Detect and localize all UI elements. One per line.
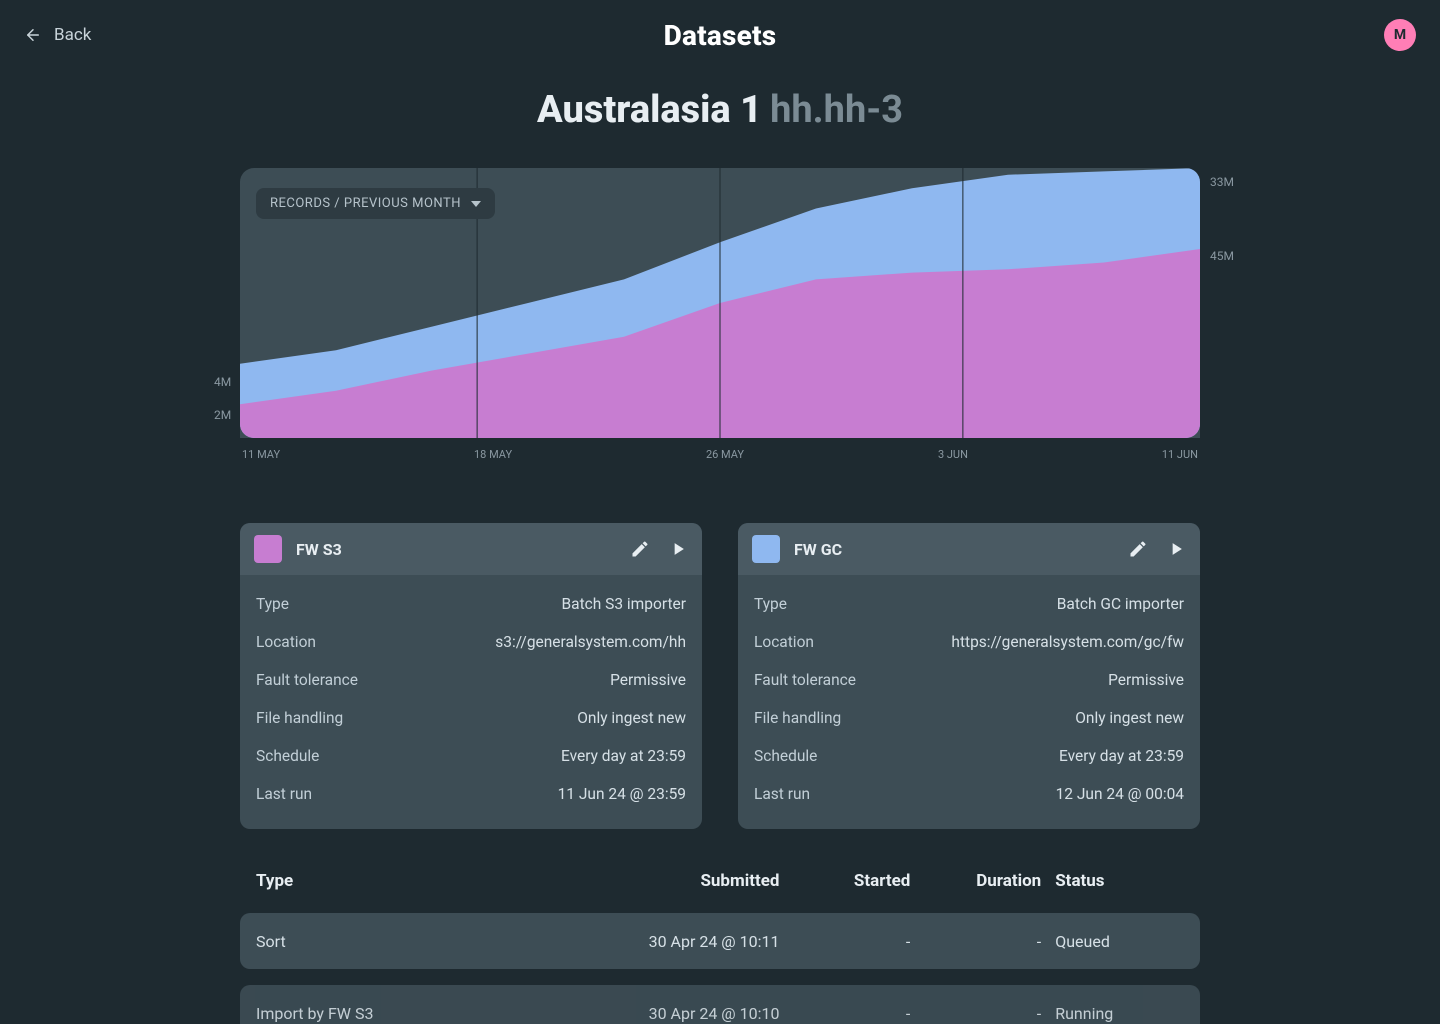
play-icon[interactable] (1166, 539, 1186, 559)
importer-prop-key: File handling (754, 709, 841, 727)
importer-prop-row: Schedule Every day at 23:59 (256, 737, 686, 775)
app-title: Datasets (0, 19, 1440, 52)
importer-prop-row: Last run 11 Jun 24 @ 23:59 (256, 775, 686, 813)
importer-actions (630, 539, 688, 559)
importer-card: FW GC Type Batch GC importer Location https… (738, 523, 1200, 829)
page-title-main: Australasia 1 (537, 88, 762, 132)
importer-prop-value: https://generalsystem.com/gc/fw (951, 633, 1184, 651)
chart-x-label: 26 MAY (706, 448, 744, 461)
col-status: Status (1041, 871, 1184, 891)
cell-type: Sort (256, 932, 542, 951)
cell-submitted: 30 Apr 24 @ 10:10 (542, 1004, 780, 1023)
chart-y-left-label: 2M (214, 408, 231, 422)
cell-status: Queued (1041, 932, 1184, 951)
chart-range-dropdown[interactable]: RECORDS / PREVIOUS MONTH (256, 188, 495, 219)
importer-card: FW S3 Type Batch S3 importer Location s3://… (240, 523, 702, 829)
importer-prop-key: Fault tolerance (256, 671, 358, 689)
chart-x-label: 11 MAY (242, 448, 280, 461)
chart-x-label: 18 MAY (474, 448, 512, 461)
importer-card-body: Type Batch GC importer Location https://gen… (738, 575, 1200, 829)
chart-y-right-label: 45M (1210, 249, 1234, 263)
importer-prop-key: Last run (754, 785, 810, 803)
importer-prop-key: Location (754, 633, 814, 651)
importer-prop-key: Schedule (256, 747, 319, 765)
cell-duration: - (910, 1004, 1041, 1023)
cell-type: Import by FW S3 (256, 1004, 542, 1023)
back-label: Back (54, 25, 91, 45)
importer-prop-key: Location (256, 633, 316, 651)
chart-y-right-label: 33M (1210, 175, 1234, 189)
importer-prop-key: File handling (256, 709, 343, 727)
importer-prop-row: Location https://generalsystem.com/gc/fw (754, 623, 1184, 661)
table-row[interactable]: Sort 30 Apr 24 @ 10:11 - - Queued (240, 913, 1200, 969)
importer-prop-value: 11 Jun 24 @ 23:59 (558, 785, 686, 803)
cell-submitted: 30 Apr 24 @ 10:11 (542, 932, 780, 951)
page-title-sub: hh.hh-3 (770, 88, 903, 132)
chart-x-label: 11 JUN (1162, 448, 1198, 461)
importer-prop-key: Last run (256, 785, 312, 803)
chart-x-label: 3 JUN (938, 448, 968, 461)
col-duration: Duration (910, 871, 1041, 891)
importer-prop-value: Every day at 23:59 (1059, 747, 1184, 765)
cell-started: - (779, 1004, 910, 1023)
table-row[interactable]: Import by FW S3 30 Apr 24 @ 10:10 - - Ru… (240, 985, 1200, 1024)
importer-prop-row: Schedule Every day at 23:59 (754, 737, 1184, 775)
chart-x-axis: 11 MAY 18 MAY 26 MAY 3 JUN 11 JUN (240, 448, 1200, 461)
arrow-left-icon (24, 26, 42, 44)
importer-prop-row: File handling Only ingest new (256, 699, 686, 737)
importer-prop-row: Last run 12 Jun 24 @ 00:04 (754, 775, 1184, 813)
importer-prop-value: Permissive (1108, 671, 1184, 689)
play-icon[interactable] (668, 539, 688, 559)
importer-actions (1128, 539, 1186, 559)
importer-prop-value: 12 Jun 24 @ 00:04 (1056, 785, 1184, 803)
importer-prop-row: Location s3://generalsystem.com/hh (256, 623, 686, 661)
importer-card-header: FW S3 (240, 523, 702, 575)
cell-duration: - (910, 932, 1041, 951)
importer-prop-value: Permissive (610, 671, 686, 689)
importer-title: FW GC (794, 540, 1114, 559)
col-type: Type (256, 871, 542, 891)
edit-icon[interactable] (630, 539, 650, 559)
importer-prop-key: Fault tolerance (754, 671, 856, 689)
importer-prop-value: s3://generalsystem.com/hh (495, 633, 686, 651)
avatar[interactable]: M (1384, 19, 1416, 51)
col-started: Started (779, 871, 910, 891)
jobs-table-header: Type Submitted Started Duration Status (240, 871, 1200, 891)
chart-range-label: RECORDS / PREVIOUS MONTH (270, 196, 461, 211)
importer-card-header: FW GC (738, 523, 1200, 575)
importer-prop-row: Fault tolerance Permissive (256, 661, 686, 699)
series-swatch (752, 535, 780, 563)
cell-status: Running (1041, 1004, 1184, 1023)
importer-card-body: Type Batch S3 importer Location s3://genera… (240, 575, 702, 829)
col-submitted: Submitted (542, 871, 780, 891)
importer-prop-value: Batch GC importer (1057, 595, 1184, 613)
importer-prop-value: Only ingest new (577, 709, 686, 727)
importer-prop-key: Schedule (754, 747, 817, 765)
importer-prop-row: File handling Only ingest new (754, 699, 1184, 737)
importer-prop-row: Type Batch GC importer (754, 585, 1184, 623)
chart-y-left-label: 4M (214, 375, 231, 389)
importer-title: FW S3 (296, 540, 616, 559)
series-swatch (254, 535, 282, 563)
records-chart: RECORDS / PREVIOUS MONTH 4M2M 33M45M 11 … (240, 168, 1200, 461)
importer-prop-row: Fault tolerance Permissive (754, 661, 1184, 699)
importer-prop-value: Every day at 23:59 (561, 747, 686, 765)
page-title: Australasia 1hh.hh-3 (0, 88, 1440, 132)
importer-prop-value: Batch S3 importer (562, 595, 687, 613)
importer-prop-key: Type (256, 595, 289, 613)
back-button[interactable]: Back (24, 25, 91, 45)
edit-icon[interactable] (1128, 539, 1148, 559)
importer-prop-key: Type (754, 595, 787, 613)
avatar-initial: M (1394, 27, 1406, 43)
chevron-down-icon (471, 199, 481, 209)
importer-prop-row: Type Batch S3 importer (256, 585, 686, 623)
importer-prop-value: Only ingest new (1075, 709, 1184, 727)
cell-started: - (779, 932, 910, 951)
jobs-table: Type Submitted Started Duration Status S… (240, 871, 1200, 1024)
